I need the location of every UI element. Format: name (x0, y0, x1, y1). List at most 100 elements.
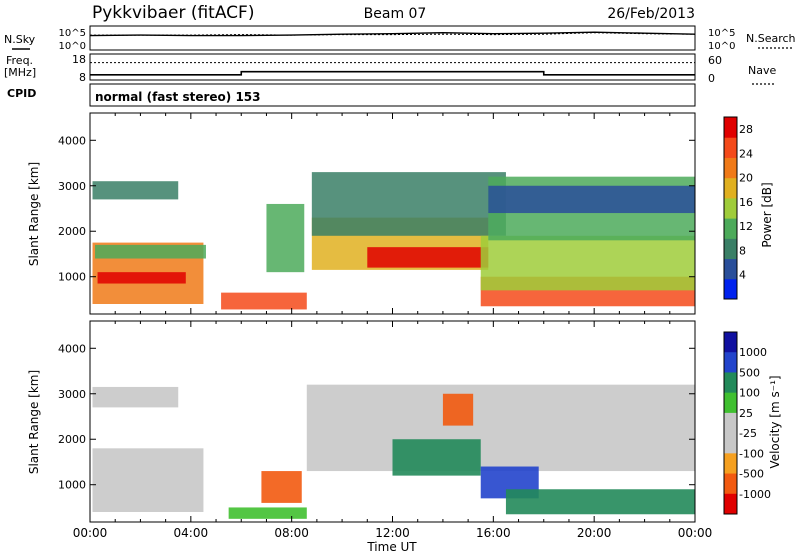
power-colorbar-tick: 24 (739, 147, 753, 160)
y-tick-label: 1000 (58, 479, 86, 492)
x-tick-label: 04:00 (174, 526, 209, 540)
power-colorbar-swatch (724, 197, 737, 219)
noise-right-tick-bottom: 10^0 (708, 41, 735, 52)
time-axis-ticks: 00:00 04:00 08:00 12:00 16:00 20:00 00:00 (73, 526, 713, 540)
y-tick-label: 4000 (58, 134, 86, 147)
x-tick-label: 16:00 (476, 526, 511, 540)
power-colorbar: 4 8 12 16 20 24 28 (723, 116, 753, 300)
power-heatmap (92, 172, 695, 310)
velocity-colorbar-tick: 100 (739, 387, 760, 400)
velocity-colorbar-swatch (724, 473, 737, 495)
velocity-colorbar-swatch (724, 412, 737, 434)
x-tick-label: 12:00 (375, 526, 410, 540)
velocity-colorbar-label: Velocity [m s⁻¹] (768, 375, 782, 468)
x-tick-label: 00:00 (678, 526, 713, 540)
velocity-colorbar-tick: 25 (739, 407, 753, 420)
velocity-heatmap (92, 384, 695, 519)
power-colorbar-tick: 12 (739, 220, 753, 233)
y-tick-label: 3000 (58, 180, 86, 193)
velocity-colorbar-tick: -25 (739, 427, 757, 440)
velocity-colorbar-swatch (724, 453, 737, 475)
power-region (95, 244, 206, 259)
velocity-colorbar-tick: -1000 (739, 488, 771, 501)
y-tick-label: 1000 (58, 271, 86, 284)
velocity-colorbar-tick: -100 (739, 447, 764, 460)
cpid-text: normal (fast stereo) 153 (95, 90, 261, 104)
velocity-colorbar-swatch (724, 493, 737, 515)
velocity-region (261, 471, 302, 503)
noise-series-lines (89, 31, 696, 37)
power-region (97, 272, 186, 284)
power-colorbar-tick: 8 (739, 244, 746, 257)
power-region (488, 185, 695, 214)
freq-series-lines (90, 62, 695, 76)
noise-sky-line (89, 31, 696, 37)
nave-label: Nave (748, 64, 776, 77)
freq-right-tick-bottom: 0 (708, 72, 715, 85)
velocity-region (505, 489, 695, 515)
velocity-region (228, 507, 307, 519)
power-colorbar-swatch (724, 177, 737, 199)
x-tick-label: 20:00 (577, 526, 612, 540)
power-colorbar-tick: 20 (739, 172, 753, 185)
noise-search-line (90, 32, 696, 36)
freq-left-tick-bottom: 8 (79, 71, 86, 84)
power-colorbar-swatch (724, 238, 737, 260)
power-colorbar-swatch (724, 218, 737, 239)
velocity-colorbar-swatch (724, 372, 737, 394)
noise-right-tick-top: 10^5 (708, 28, 735, 39)
y-tick-label: 3000 (58, 388, 86, 401)
y-tick-label: 2000 (58, 225, 86, 238)
velocity-ylabel: Slant Range [km] (27, 370, 41, 474)
power-colorbar-tick: 4 (739, 269, 746, 282)
power-colorbar-tick: 28 (739, 123, 753, 136)
velocity-colorbar-swatch (724, 392, 737, 414)
power-colorbar-label: Power [dB] (760, 182, 774, 247)
freq-left-tick-top: 18 (72, 53, 86, 66)
freq-right-tick-top: 60 (708, 54, 722, 67)
velocity-region (92, 448, 204, 512)
noise-left-tick-top: 10^5 (59, 28, 86, 39)
power-colorbar-frame (723, 116, 738, 300)
power-region (221, 292, 307, 310)
freq-line (90, 70, 695, 76)
x-tick-label: 08:00 (274, 526, 309, 540)
velocity-axis-ticks: 1000 2000 3000 4000 (58, 321, 696, 522)
cpid-label: CPID (7, 87, 36, 100)
cpid-panel-frame (89, 83, 696, 107)
power-region (311, 172, 506, 236)
power-axis-ticks: 1000 2000 3000 4000 (58, 113, 696, 314)
freq-panel-frame (89, 53, 696, 81)
velocity-colorbar-tick: -500 (739, 468, 764, 481)
velocity-region (392, 439, 481, 476)
noise-sky-label: N.Sky (4, 33, 36, 46)
noise-left-tick-bottom: 10^0 (59, 41, 86, 52)
beam-title: Beam 07 (364, 6, 427, 22)
velocity-colorbar-swatch (724, 352, 737, 373)
velocity-colorbar-tick: 1000 (739, 346, 767, 359)
power-ylabel: Slant Range [km] (27, 162, 41, 266)
power-region (480, 235, 695, 291)
power-colorbar-swatch (724, 278, 737, 300)
power-colorbar-tick: 16 (739, 196, 753, 209)
x-tick-label: 00:00 (73, 526, 108, 540)
power-colorbar-swatch (724, 258, 737, 280)
velocity-colorbar: 1000 500 100 25 -25 -100 -500 -1000 (723, 331, 771, 515)
noise-search-label: N.Search (746, 32, 796, 45)
power-region (367, 247, 489, 268)
y-tick-label: 4000 (58, 342, 86, 355)
date-title: 26/Feb/2013 (607, 6, 695, 22)
noise-panel-frame (89, 25, 696, 51)
time-axis-label: Time UT (366, 540, 417, 554)
power-colorbar-swatch (724, 117, 737, 138)
power-region (266, 203, 305, 273)
power-region (92, 181, 179, 200)
velocity-colorbar-swatch (724, 433, 737, 454)
velocity-region (92, 386, 179, 408)
power-colorbar-swatch (724, 157, 737, 179)
velocity-region (306, 384, 695, 472)
freq-unit-label: [MHz] (4, 66, 36, 79)
y-tick-label: 2000 (58, 433, 86, 446)
freq-label: Freq. (6, 54, 33, 67)
